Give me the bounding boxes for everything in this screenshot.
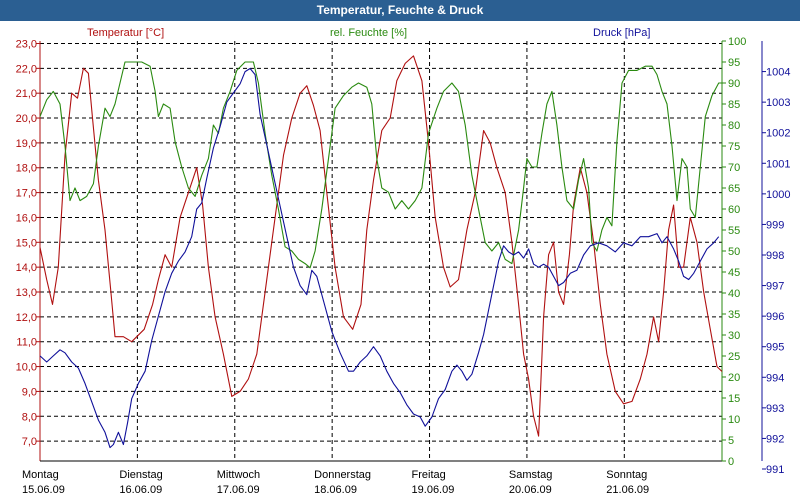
humidity-tick-label: 10 — [728, 414, 740, 426]
pressure-tick-label: 1003 — [766, 97, 790, 109]
humidity-tick-label: 95 — [728, 57, 740, 69]
pressure-tick-label: 995 — [766, 342, 784, 354]
pressure-tick-label: 992 — [766, 433, 784, 445]
humidity-tick-label: 30 — [728, 330, 740, 342]
humidity-tick-label: 20 — [728, 372, 740, 384]
pressure-tick-label: 991 — [766, 464, 784, 476]
pressure-tick-label: 998 — [766, 250, 784, 262]
humidity-tick-label: 90 — [728, 78, 740, 90]
x-date-label: 17.06.09 — [217, 484, 260, 496]
humidity-tick-label: 15 — [728, 393, 740, 405]
x-day-label: Dienstag — [119, 469, 162, 481]
x-date-label: 15.06.09 — [22, 484, 65, 496]
x-date-label: 21.06.09 — [606, 484, 649, 496]
pressure-tick-label: 1004 — [766, 67, 790, 79]
humidity-tick-label: 25 — [728, 351, 740, 363]
humidity-tick-label: 0 — [728, 456, 734, 468]
window-title: Temperatur, Feuchte & Druck — [0, 0, 800, 21]
temperature-series-line — [39, 55, 723, 437]
temperature-tick-label: 19,0 — [16, 138, 37, 150]
pressure-axis-title: Druck [hPa] — [593, 27, 650, 39]
humidity-tick-label: 65 — [728, 183, 740, 195]
temperature-tick-label: 18,0 — [16, 163, 37, 175]
humidity-axis-title: rel. Feuchte [%] — [330, 27, 407, 39]
humidity-tick-label: 35 — [728, 309, 740, 321]
x-day-label: Mittwoch — [217, 469, 260, 481]
x-date-label: 19.06.09 — [412, 484, 455, 496]
pressure-tick-label: 1001 — [766, 158, 790, 170]
temperature-tick-label: 17,0 — [16, 188, 37, 200]
humidity-tick-label: 55 — [728, 225, 740, 237]
x-date-label: 20.06.09 — [509, 484, 552, 496]
temperature-tick-label: 10,0 — [16, 362, 37, 374]
temperature-tick-label: 22,0 — [16, 63, 37, 75]
humidity-tick-label: 50 — [728, 246, 740, 258]
temperature-tick-label: 15,0 — [16, 237, 37, 249]
x-day-label: Donnerstag — [314, 469, 371, 481]
temperature-tick-label: 16,0 — [16, 212, 37, 224]
pressure-tick-label: 1002 — [766, 128, 790, 140]
pressure-tick-label: 993 — [766, 403, 784, 415]
humidity-tick-label: 75 — [728, 141, 740, 153]
pressure-tick-label: 999 — [766, 219, 784, 231]
humidity-tick-label: 45 — [728, 267, 740, 279]
temperature-tick-label: 12,0 — [16, 312, 37, 324]
pressure-tick-label: 997 — [766, 281, 784, 293]
humidity-tick-label: 5 — [728, 435, 734, 447]
temperature-tick-label: 13,0 — [16, 287, 37, 299]
temperature-tick-label: 14,0 — [16, 262, 37, 274]
temperature-tick-label: 8,0 — [22, 411, 37, 423]
humidity-tick-label: 80 — [728, 120, 740, 132]
x-date-label: 18.06.09 — [314, 484, 357, 496]
humidity-tick-label: 40 — [728, 288, 740, 300]
x-day-label: Sonntag — [606, 469, 647, 481]
temperature-tick-label: 20,0 — [16, 113, 37, 125]
temperature-axis-title: Temperatur [°C] — [87, 27, 164, 39]
humidity-tick-label: 100 — [728, 36, 746, 48]
temperature-tick-label: 23,0 — [16, 38, 37, 50]
x-day-label: Samstag — [509, 469, 552, 481]
x-day-label: Freitag — [412, 469, 446, 481]
chart-canvas: 7,0 8,0 9,0 10,0 11,0 12,0 13,0 14,0 15,0 16,0 17,… — [16, 27, 791, 496]
humidity-tick-label: 60 — [728, 204, 740, 216]
temperature-tick-label: 7,0 — [22, 436, 37, 448]
humidity-tick-label: 85 — [728, 99, 740, 111]
x-date-label: 16.06.09 — [119, 484, 162, 496]
humidity-tick-label: 70 — [728, 162, 740, 174]
pressure-tick-label: 1000 — [766, 189, 790, 201]
x-day-label: Montag — [22, 469, 59, 481]
pressure-series-line — [39, 67, 720, 449]
humidity-series-line — [39, 61, 722, 269]
pressure-tick-label: 996 — [766, 311, 784, 323]
pressure-tick-label: 994 — [766, 372, 784, 384]
temperature-tick-label: 11,0 — [16, 337, 37, 349]
temperature-tick-label: 21,0 — [16, 88, 37, 100]
temperature-tick-label: 9,0 — [22, 386, 37, 398]
